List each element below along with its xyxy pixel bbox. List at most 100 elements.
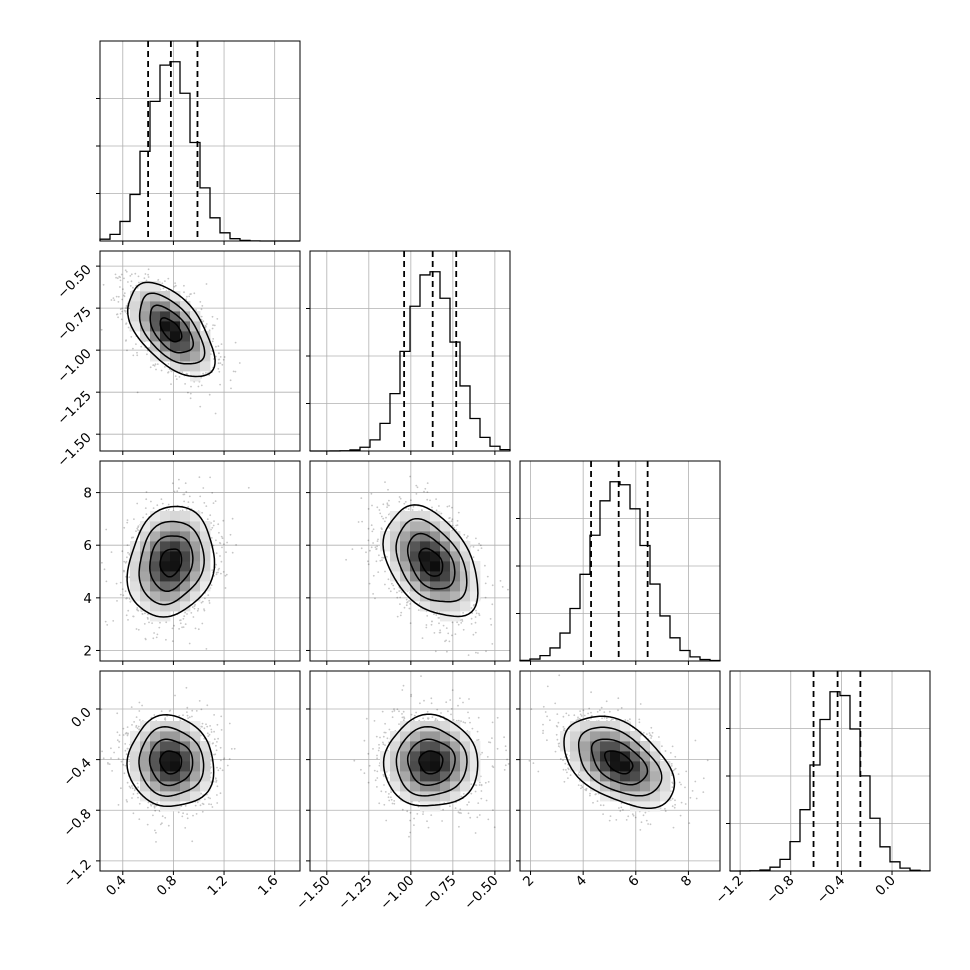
scatter-point	[382, 517, 385, 520]
scatter-point	[123, 309, 126, 312]
scatter-point	[430, 814, 433, 816]
scatter-point	[181, 626, 184, 629]
scatter-point	[155, 368, 157, 371]
scatter-point	[380, 527, 383, 529]
scatter-point	[388, 499, 390, 502]
scatter-point	[368, 582, 371, 585]
density-cell	[130, 311, 141, 322]
density-cell	[400, 721, 411, 732]
scatter-point	[105, 528, 108, 531]
scatter-point	[131, 536, 133, 539]
scatter-point	[491, 643, 494, 645]
scatter-point	[182, 812, 185, 815]
density-cell	[160, 781, 171, 792]
scatter-point	[135, 628, 138, 630]
scatter-point	[124, 749, 127, 752]
density-cell	[650, 751, 661, 762]
scatter-point	[146, 823, 149, 826]
scatter-point	[187, 717, 190, 719]
density-cell	[160, 551, 171, 562]
scatter-point	[124, 311, 127, 313]
scatter-point	[480, 784, 483, 787]
scatter-point	[457, 511, 460, 514]
scatter-point	[478, 814, 481, 816]
scatter-point	[386, 556, 388, 558]
y-tick-label: −0.8	[60, 806, 94, 840]
scatter-point	[213, 753, 216, 756]
y-tick-label: 8	[83, 486, 92, 502]
scatter-point	[210, 537, 213, 539]
scatter-point	[445, 639, 447, 642]
density-cell	[180, 541, 191, 552]
scatter-point	[603, 711, 606, 713]
x-tick-label: 8	[678, 873, 695, 890]
scatter-point	[409, 475, 411, 478]
density-cell	[440, 551, 451, 562]
y-tick-label: −0.4	[60, 755, 94, 789]
density-cell	[650, 741, 661, 752]
density-cell	[170, 771, 181, 782]
scatter-point	[125, 323, 127, 325]
scatter-point	[191, 709, 194, 712]
scatter-point	[602, 813, 604, 815]
scatter-point	[136, 502, 139, 505]
scatter-point	[181, 371, 184, 374]
density-cell	[140, 591, 151, 602]
scatter-point	[167, 277, 170, 280]
scatter-point	[120, 318, 123, 321]
scatter-point	[661, 745, 663, 748]
density-cell	[640, 781, 651, 792]
scatter-point	[484, 582, 487, 585]
scatter-point	[374, 597, 376, 600]
scatter-point	[217, 367, 220, 370]
density-cell	[460, 581, 471, 592]
scatter-point	[590, 714, 593, 717]
density-cell	[130, 731, 141, 742]
scatter-point	[152, 364, 155, 366]
scatter-point	[204, 324, 207, 327]
scatter-point	[625, 819, 628, 821]
density-cell	[380, 531, 391, 542]
scatter-point	[480, 783, 483, 786]
density-cell	[140, 601, 151, 612]
scatter-point	[156, 363, 159, 365]
scatter-point	[620, 707, 623, 709]
density-cell	[460, 551, 471, 562]
scatter-point	[390, 796, 392, 799]
density-cell	[630, 731, 641, 742]
scatter-point	[378, 554, 380, 557]
scatter-point	[390, 798, 393, 801]
scatter-point	[505, 749, 507, 752]
density-cell	[390, 521, 401, 532]
scatter-point	[388, 793, 390, 795]
scatter-point	[640, 821, 643, 824]
scatter-point	[107, 763, 109, 765]
histogram-series	[519, 481, 721, 662]
density-cell	[420, 541, 431, 552]
panel-frame	[99, 250, 301, 452]
density-cell	[390, 571, 401, 582]
density-cell	[440, 771, 451, 782]
scatter-point	[152, 814, 154, 817]
scatter-point	[221, 537, 224, 540]
scatter-point	[376, 545, 378, 548]
scatter-point	[486, 575, 489, 578]
panel-frame	[729, 670, 931, 872]
scatter-point	[462, 628, 465, 631]
scatter-point	[427, 826, 430, 829]
density-cell	[200, 331, 211, 342]
density-cell	[180, 601, 191, 612]
scatter-point	[438, 631, 441, 634]
scatter-point	[460, 622, 463, 624]
scatter-point	[401, 716, 404, 719]
scatter-point	[556, 725, 559, 728]
scatter-point	[396, 615, 399, 618]
scatter-point	[437, 617, 440, 619]
scatter-point	[220, 715, 223, 718]
contour-1	[590, 738, 649, 786]
scatter-point	[147, 806, 149, 809]
scatter-point	[121, 588, 124, 590]
scatter-point	[639, 703, 642, 705]
scatter-point	[167, 363, 170, 365]
scatter-point	[452, 719, 455, 721]
